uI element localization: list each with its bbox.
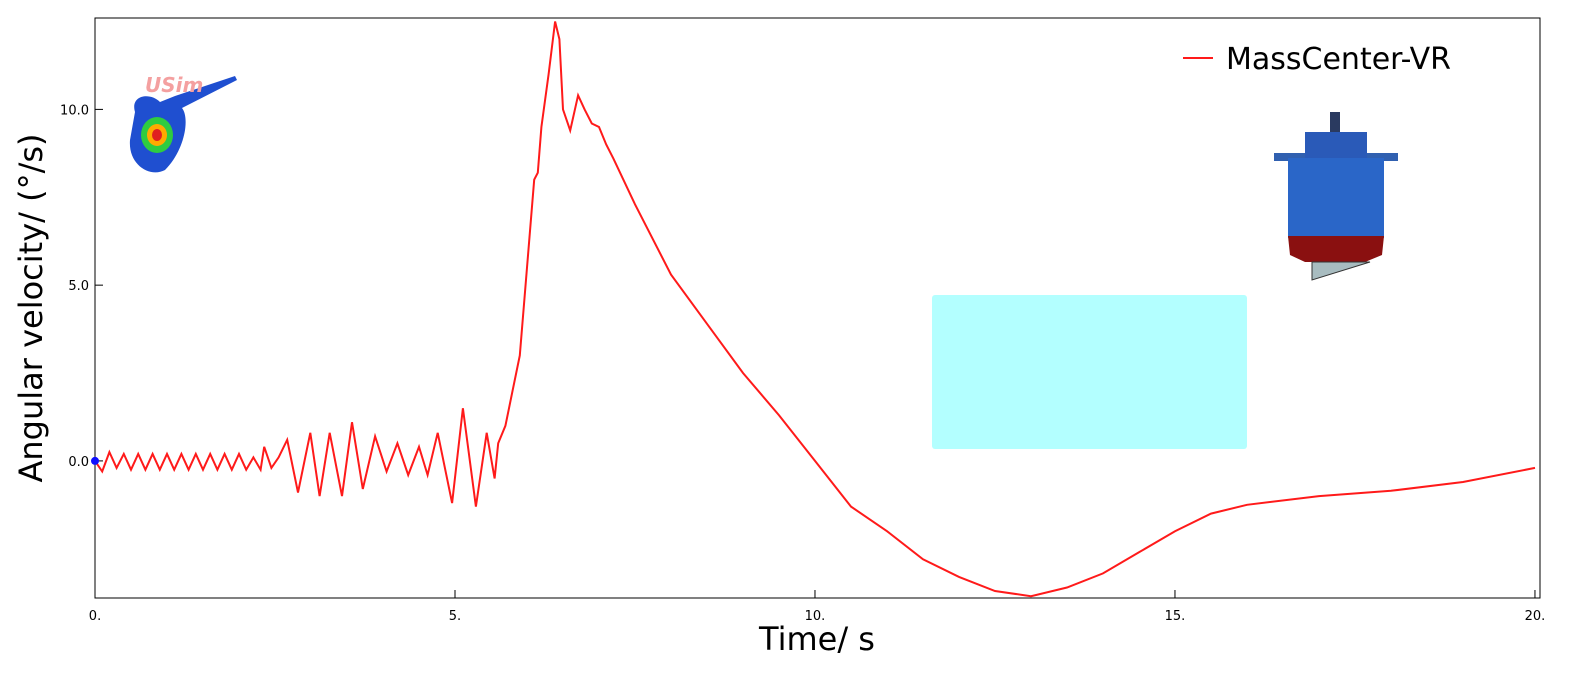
x-tick-label: 20. bbox=[1525, 609, 1546, 624]
logo-text: USim bbox=[145, 73, 203, 97]
start-marker bbox=[91, 456, 99, 465]
x-tick-label: 5. bbox=[449, 609, 461, 624]
plot-frame bbox=[94, 17, 1541, 599]
overlay-box bbox=[932, 295, 1247, 449]
data-line bbox=[94, 21, 1536, 598]
ship-icon bbox=[1274, 112, 1398, 281]
logo: USim bbox=[129, 73, 237, 173]
x-axis-label: Time/ s bbox=[758, 620, 875, 658]
x-tick-label: 15. bbox=[1165, 609, 1186, 624]
y-axis-label: Angular velocity/ (°/s) bbox=[12, 133, 50, 482]
legend-label: MassCenter-VR bbox=[1226, 42, 1451, 77]
y-tick-label: 5.0 bbox=[68, 279, 89, 294]
x-tick-label: 0. bbox=[89, 609, 101, 624]
x-tick-label: 10. bbox=[805, 609, 826, 624]
y-tick-label: 0.0 bbox=[68, 455, 89, 470]
y-tick-label: 10.0 bbox=[60, 103, 89, 118]
